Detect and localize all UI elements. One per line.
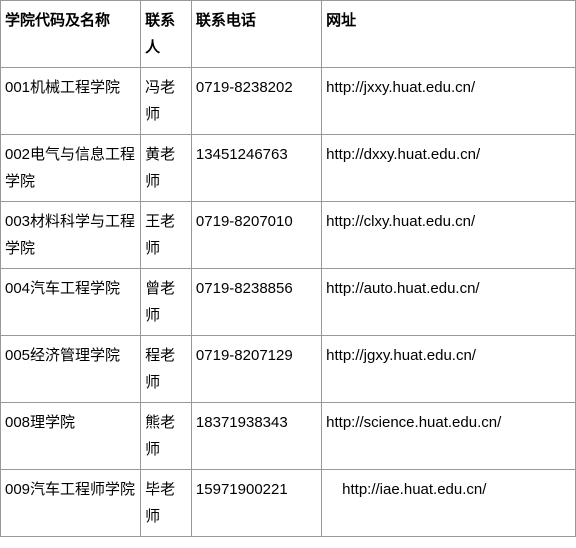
cell-url: http://clxy.huat.edu.cn/ <box>322 202 576 269</box>
table-row: 005经济管理学院程老师0719-8207129 http://jgxy.huat… <box>1 336 576 403</box>
url-link[interactable]: http://clxy.huat.edu.cn/ <box>326 213 475 230</box>
table-row: 009汽车工程师学院毕老师15971900221 http://iae.huat.… <box>1 470 576 537</box>
cell-contact: 冯老师 <box>141 68 192 135</box>
url-link[interactable]: http://auto.huat.edu.cn/ <box>326 280 479 297</box>
header-code-name: 学院代码及名称 <box>1 1 141 68</box>
header-contact: 联系人 <box>141 1 192 68</box>
table-row: 008理学院熊老师18371938343 http://science.huat.… <box>1 403 576 470</box>
cell-url: http://dxxy.huat.edu.cn/ <box>322 135 576 202</box>
cell-contact: 黄老师 <box>141 135 192 202</box>
cell-url: http://iae.huat.edu.cn/ <box>322 470 576 537</box>
table-row: 004汽车工程学院曾老师0719-8238856 http://auto.huat… <box>1 269 576 336</box>
cell-phone: 0719-8238202 <box>191 68 321 135</box>
table-body: 001机械工程学院冯老师0719-8238202 http://jxxy.huat… <box>1 68 576 537</box>
cell-contact: 王老师 <box>141 202 192 269</box>
cell-phone: 0719-8207010 <box>191 202 321 269</box>
cell-phone: 0719-8238856 <box>191 269 321 336</box>
header-url: 网址 <box>322 1 576 68</box>
cell-phone: 13451246763 <box>191 135 321 202</box>
cell-url: http://science.huat.edu.cn/ <box>322 403 576 470</box>
table-header: 学院代码及名称 联系人 联系电话 网址 <box>1 1 576 68</box>
url-link[interactable]: http://jgxy.huat.edu.cn/ <box>326 347 476 364</box>
cell-contact: 毕老师 <box>141 470 192 537</box>
table-row: 001机械工程学院冯老师0719-8238202 http://jxxy.huat… <box>1 68 576 135</box>
cell-code-name: 004汽车工程学院 <box>1 269 141 336</box>
cell-phone: 18371938343 <box>191 403 321 470</box>
cell-code-name: 009汽车工程师学院 <box>1 470 141 537</box>
cell-contact: 曾老师 <box>141 269 192 336</box>
cell-url: http://jxxy.huat.edu.cn/ <box>322 68 576 135</box>
table-row: 003材料科学与工程学院王老师0719-8207010 http://clxy.h… <box>1 202 576 269</box>
cell-contact: 程老师 <box>141 336 192 403</box>
table-row: 002电气与信息工程学院黄老师13451246763 http://dxxy.hu… <box>1 135 576 202</box>
cell-phone: 15971900221 <box>191 470 321 537</box>
url-link[interactable]: http://science.huat.edu.cn/ <box>326 414 501 431</box>
cell-code-name: 005经济管理学院 <box>1 336 141 403</box>
cell-url: http://jgxy.huat.edu.cn/ <box>322 336 576 403</box>
cell-code-name: 002电气与信息工程学院 <box>1 135 141 202</box>
cell-code-name: 003材料科学与工程学院 <box>1 202 141 269</box>
url-link[interactable]: http://jxxy.huat.edu.cn/ <box>326 79 475 96</box>
header-phone: 联系电话 <box>191 1 321 68</box>
cell-code-name: 001机械工程学院 <box>1 68 141 135</box>
cell-code-name: 008理学院 <box>1 403 141 470</box>
url-link[interactable]: http://dxxy.huat.edu.cn/ <box>326 146 480 163</box>
cell-url: http://auto.huat.edu.cn/ <box>322 269 576 336</box>
url-link[interactable]: http://iae.huat.edu.cn/ <box>342 481 486 498</box>
cell-phone: 0719-8207129 <box>191 336 321 403</box>
header-row: 学院代码及名称 联系人 联系电话 网址 <box>1 1 576 68</box>
college-contact-table: 学院代码及名称 联系人 联系电话 网址 001机械工程学院冯老师0719-823… <box>0 0 576 537</box>
cell-contact: 熊老师 <box>141 403 192 470</box>
